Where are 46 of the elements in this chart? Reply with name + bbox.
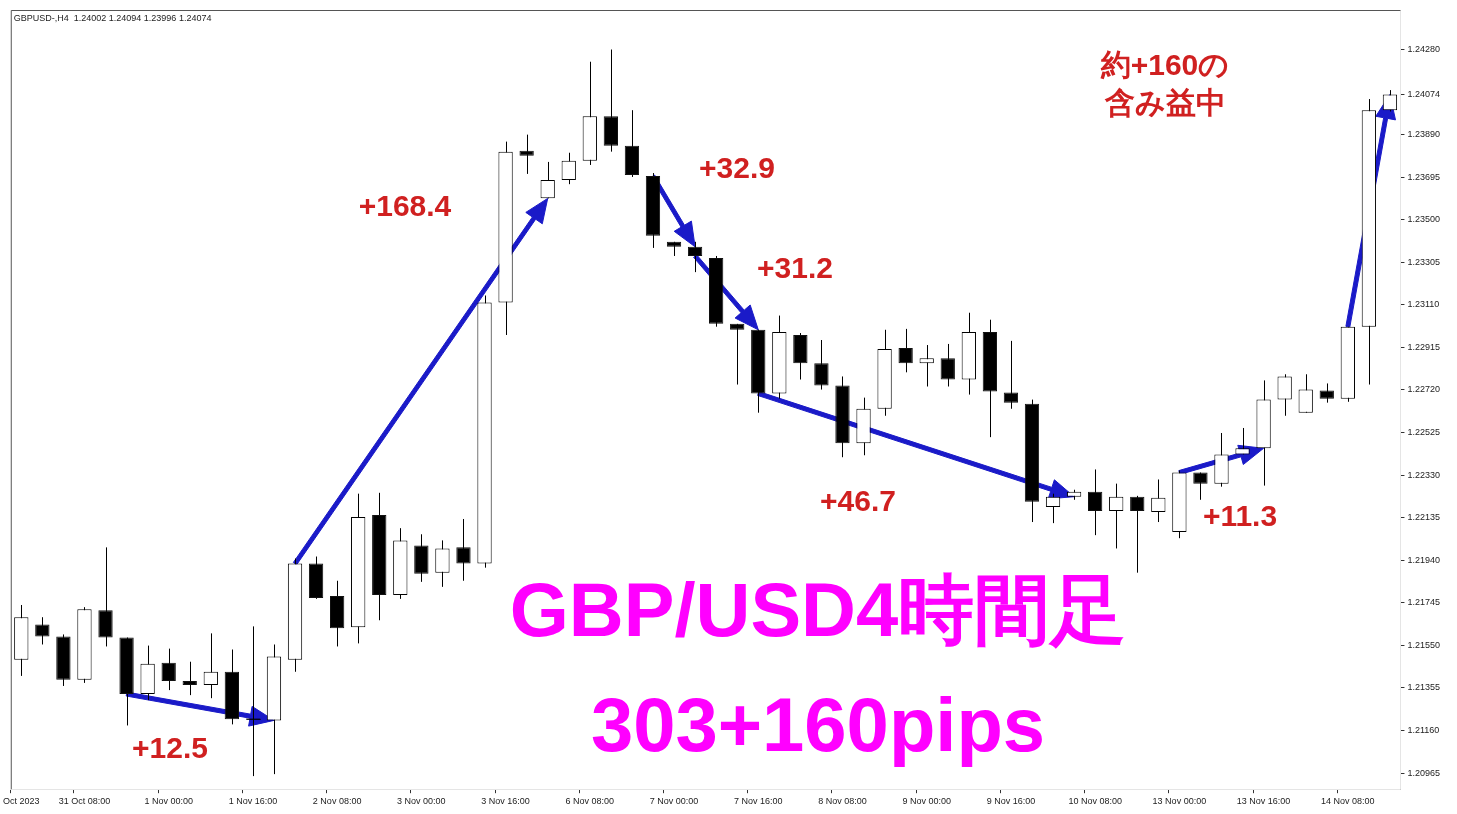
y-tick-label: 1.22330 bbox=[1407, 469, 1441, 480]
y-tick-label: 1.21745 bbox=[1407, 597, 1441, 608]
text: GBP/USD4時間足 bbox=[509, 566, 1127, 652]
y-tick-label: 1.21940 bbox=[1407, 554, 1441, 565]
y-tick-label: 1.23890 bbox=[1407, 129, 1441, 140]
y-tick-label: 1.22720 bbox=[1407, 384, 1441, 395]
y-tick-label: 1.20965 bbox=[1407, 767, 1441, 778]
x-tick-label: 2 Nov 08:00 bbox=[312, 796, 362, 807]
y-tick-label: 1.22135 bbox=[1407, 512, 1441, 523]
annotation: +46.7 bbox=[820, 484, 896, 518]
annotation: +32.9 bbox=[699, 151, 775, 185]
annotation: +168.4 bbox=[358, 189, 452, 223]
y-tick-label: 1.22525 bbox=[1407, 427, 1441, 438]
y-tick-label: 1.23110 bbox=[1407, 299, 1440, 310]
x-tick-label: Oct 2023 bbox=[3, 796, 40, 807]
y-tick-label: 1.21160 bbox=[1407, 724, 1440, 735]
annotation: +12.5 bbox=[132, 731, 208, 765]
y-tick-label: 1.21550 bbox=[1407, 639, 1441, 650]
x-tick-label: 31 Oct 08:00 bbox=[58, 796, 111, 807]
annotation: +11.3 bbox=[1202, 499, 1278, 533]
x-tick-label: 8 Nov 08:00 bbox=[818, 796, 867, 807]
x-tick-label: 1 Nov 16:00 bbox=[228, 796, 278, 807]
x-tick-label: 7 Nov 00:00 bbox=[649, 796, 699, 807]
y-tick-label: 1.22915 bbox=[1407, 341, 1441, 352]
y-tick-label: 1.23500 bbox=[1407, 214, 1441, 225]
annotation: 約+160の bbox=[1099, 48, 1230, 82]
x-tick-label: 1 Nov 00:00 bbox=[144, 796, 193, 807]
annotation: 含み益中 bbox=[1103, 86, 1226, 120]
y-tick-label: 1.24280 bbox=[1407, 43, 1441, 54]
x-tick-label: 3 Nov 00:00 bbox=[397, 796, 446, 807]
x-tick-label: 9 Nov 00:00 bbox=[902, 796, 951, 807]
y-tick-label: 1.23695 bbox=[1407, 171, 1441, 182]
x-tick-label: 6 Nov 08:00 bbox=[565, 796, 615, 807]
x-tick-label: 3 Nov 16:00 bbox=[481, 796, 530, 807]
y-tick-label: 1.24074 bbox=[1407, 88, 1441, 99]
annotation: +31.2 bbox=[757, 251, 833, 285]
y-tick-label: 1.23305 bbox=[1407, 256, 1441, 267]
x-tick-label: 9 Nov 16:00 bbox=[986, 796, 1036, 807]
x-tick-label: 14 Nov 08:00 bbox=[1321, 796, 1375, 807]
x-tick-label: 10 Nov 08:00 bbox=[1068, 796, 1122, 807]
y-tick-label: 1.21355 bbox=[1407, 682, 1441, 693]
x-tick-label: 13 Nov 00:00 bbox=[1152, 796, 1207, 807]
text: 303+160pips bbox=[590, 681, 1046, 767]
annotation: GBPUSD-,H4 1.24002 1.24094 1.23996 1.24074 bbox=[13, 13, 212, 24]
x-tick-label: 7 Nov 16:00 bbox=[733, 796, 783, 807]
x-tick-label: 13 Nov 16:00 bbox=[1236, 796, 1291, 807]
